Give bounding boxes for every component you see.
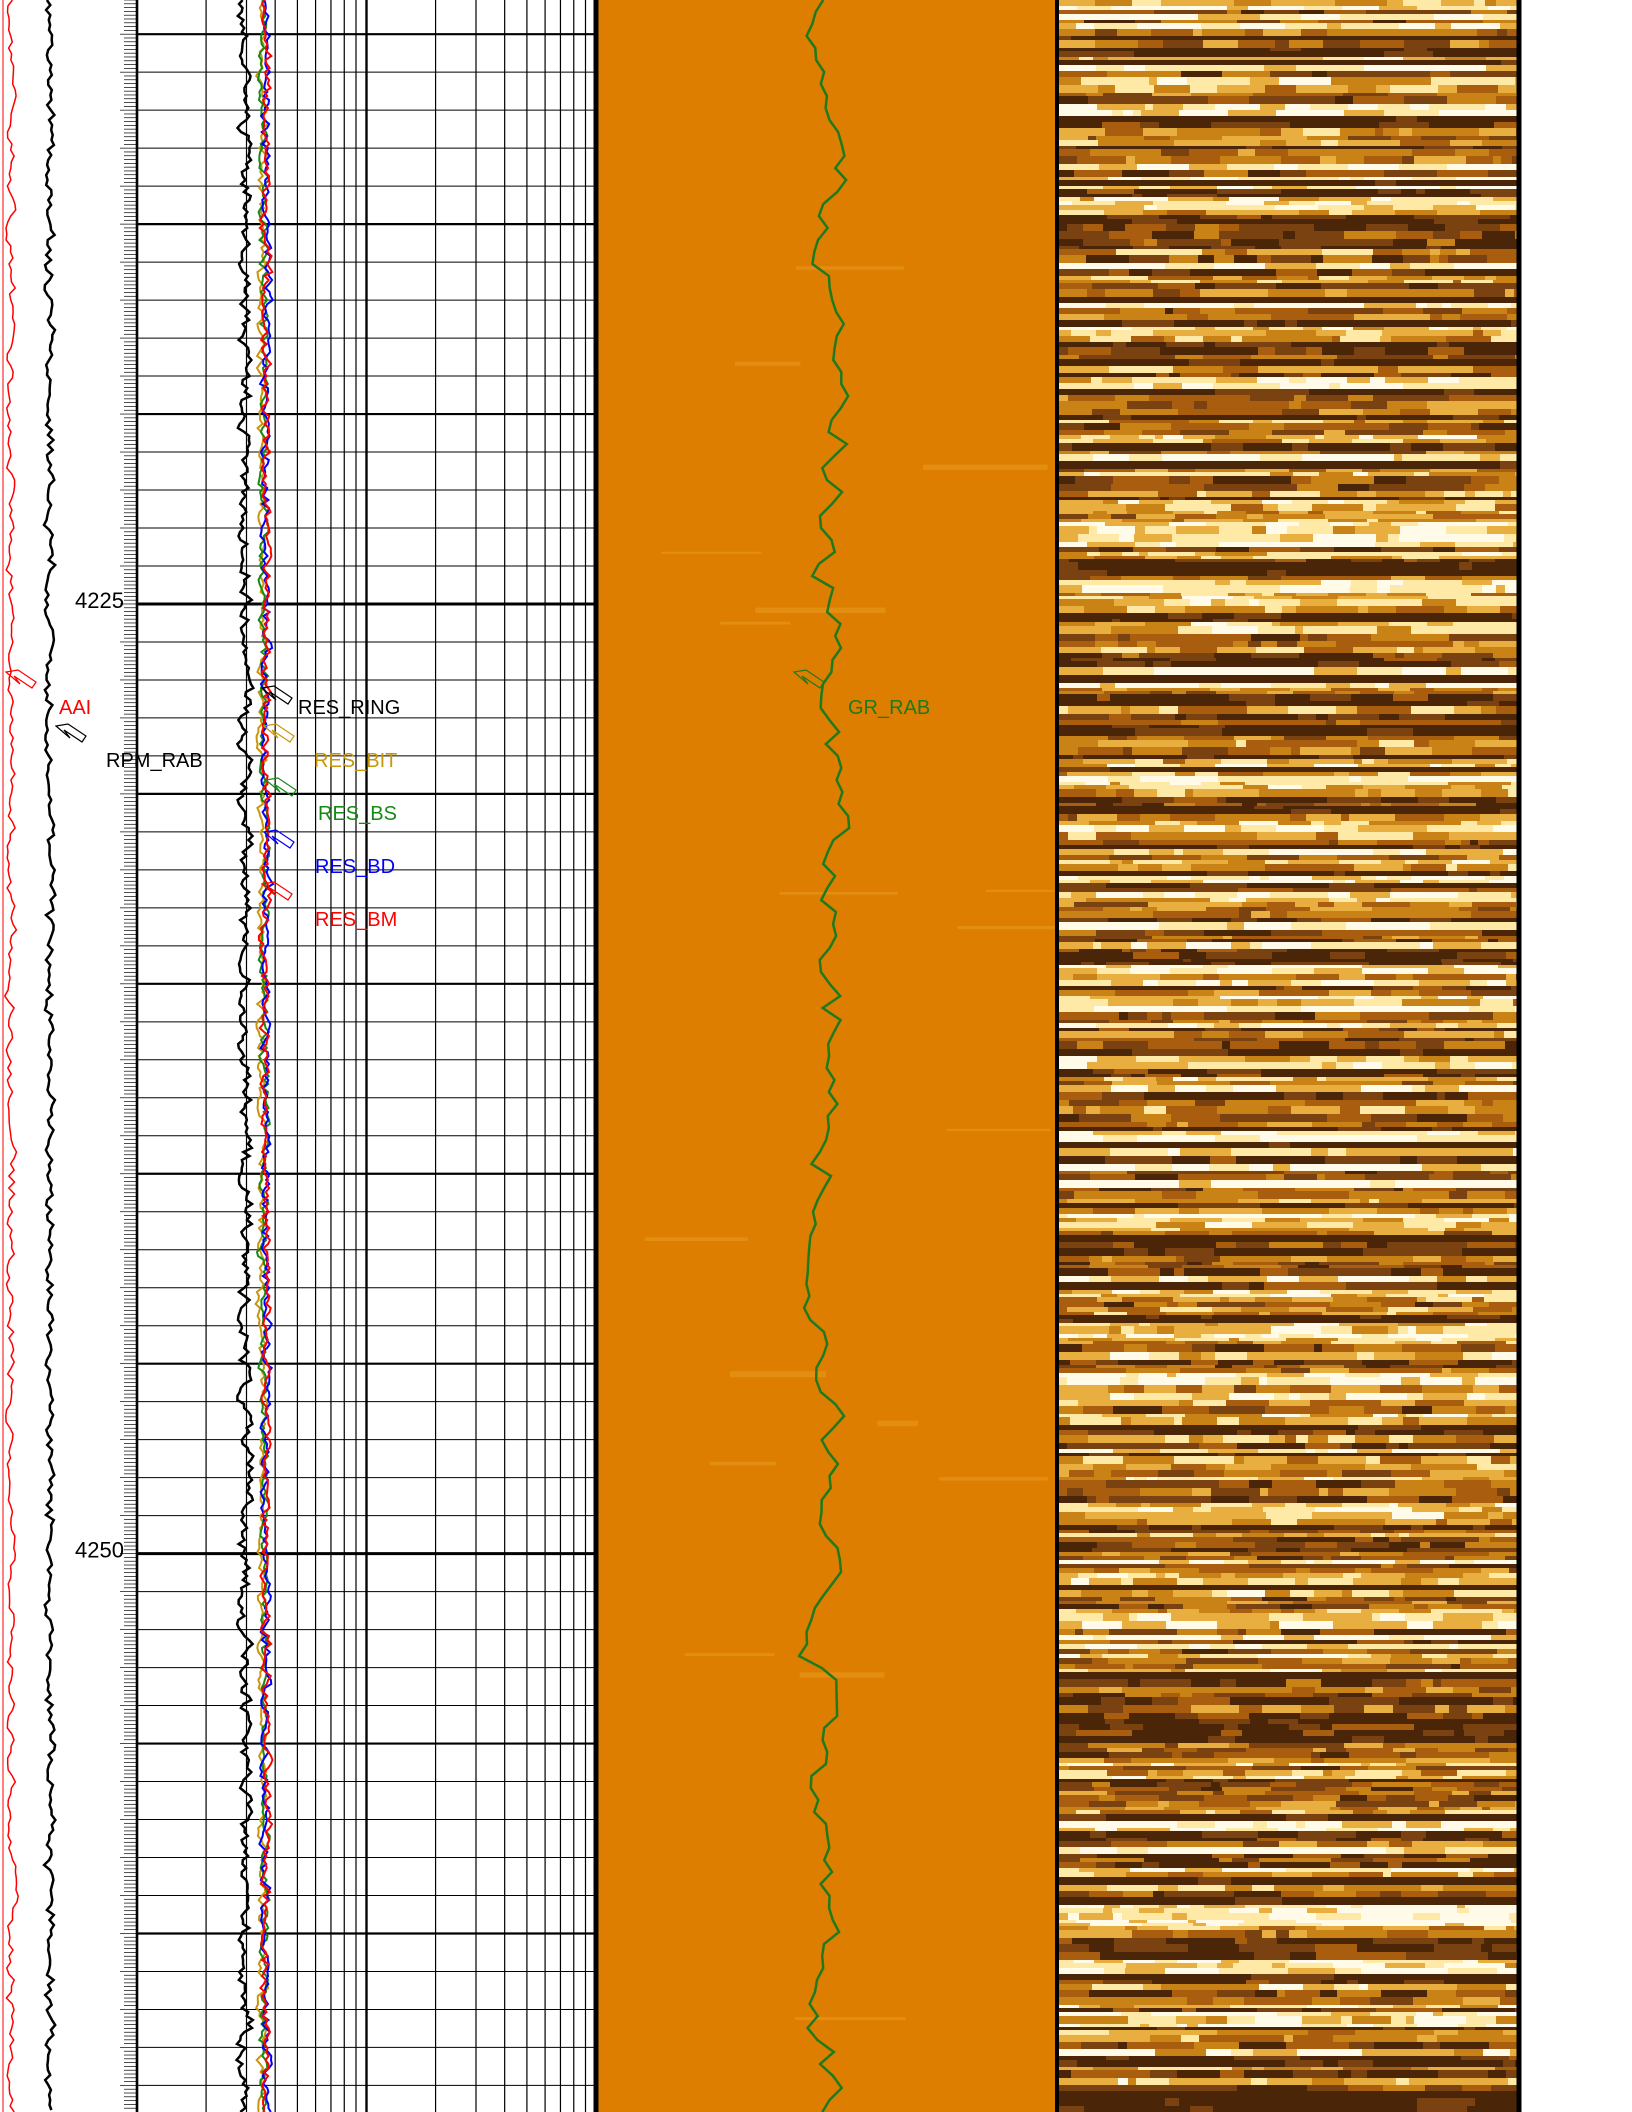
track-3-texture: [877, 1420, 918, 1427]
track-3-texture: [720, 621, 791, 625]
depth-label: 4250: [75, 1538, 124, 1563]
depth-label: 4225: [75, 588, 124, 613]
aai-arrow: [4, 669, 37, 689]
res-bd-arrow: [262, 829, 295, 849]
res-bit-arrow: [262, 723, 295, 743]
gr-rab-label: GR_RAB: [848, 697, 930, 719]
track-3-texture: [946, 1128, 1051, 1132]
res-bm-label: RES_BM: [315, 909, 397, 931]
track-3-texture: [957, 925, 1076, 930]
res-ring-arrow: [260, 685, 293, 705]
gr-rab-curve: [797, 0, 851, 2112]
resistivity-grid: [135, 0, 598, 2112]
aai-curve: [3, 0, 19, 2112]
track-3-texture: [799, 1672, 885, 1678]
track-3-texture: [661, 551, 762, 554]
track-3-texture: [796, 266, 904, 270]
res-bd-label: RES_BD: [315, 856, 395, 878]
track-3-texture: [644, 1237, 748, 1241]
track-3-texture: [755, 607, 886, 614]
track-3-texture: [709, 1461, 776, 1466]
rpm-rab-label: RPM_RAB: [106, 750, 203, 772]
resistivity-image: [1059, 0, 1519, 2112]
track-3-texture: [684, 1653, 775, 1657]
res-ring-curve: [234, 0, 256, 2112]
res-bit-label: RES_BIT: [314, 750, 397, 772]
res-bs-arrow: [264, 777, 297, 797]
track-3-texture: [939, 1477, 1048, 1481]
gr-rab-arrow: [792, 669, 825, 689]
res-bm-arrow: [260, 881, 293, 901]
aai-label: AAI: [59, 697, 91, 719]
track-3-texture: [779, 891, 898, 895]
track-3-texture: [923, 464, 1048, 470]
res-ring-label: RES_RING: [298, 697, 400, 719]
track-3-texture: [735, 361, 801, 366]
rpm-rab-arrow: [54, 723, 87, 743]
res-bm-curve: [257, 0, 274, 2112]
track-3-texture: [985, 889, 1058, 892]
res-bs-label: RES_BS: [318, 803, 397, 825]
rpm-rab-curve: [42, 0, 58, 2111]
gamma-ray-track-fill: [598, 0, 1057, 2112]
track-3-texture: [729, 1371, 826, 1378]
track-3-texture: [795, 2017, 906, 2020]
